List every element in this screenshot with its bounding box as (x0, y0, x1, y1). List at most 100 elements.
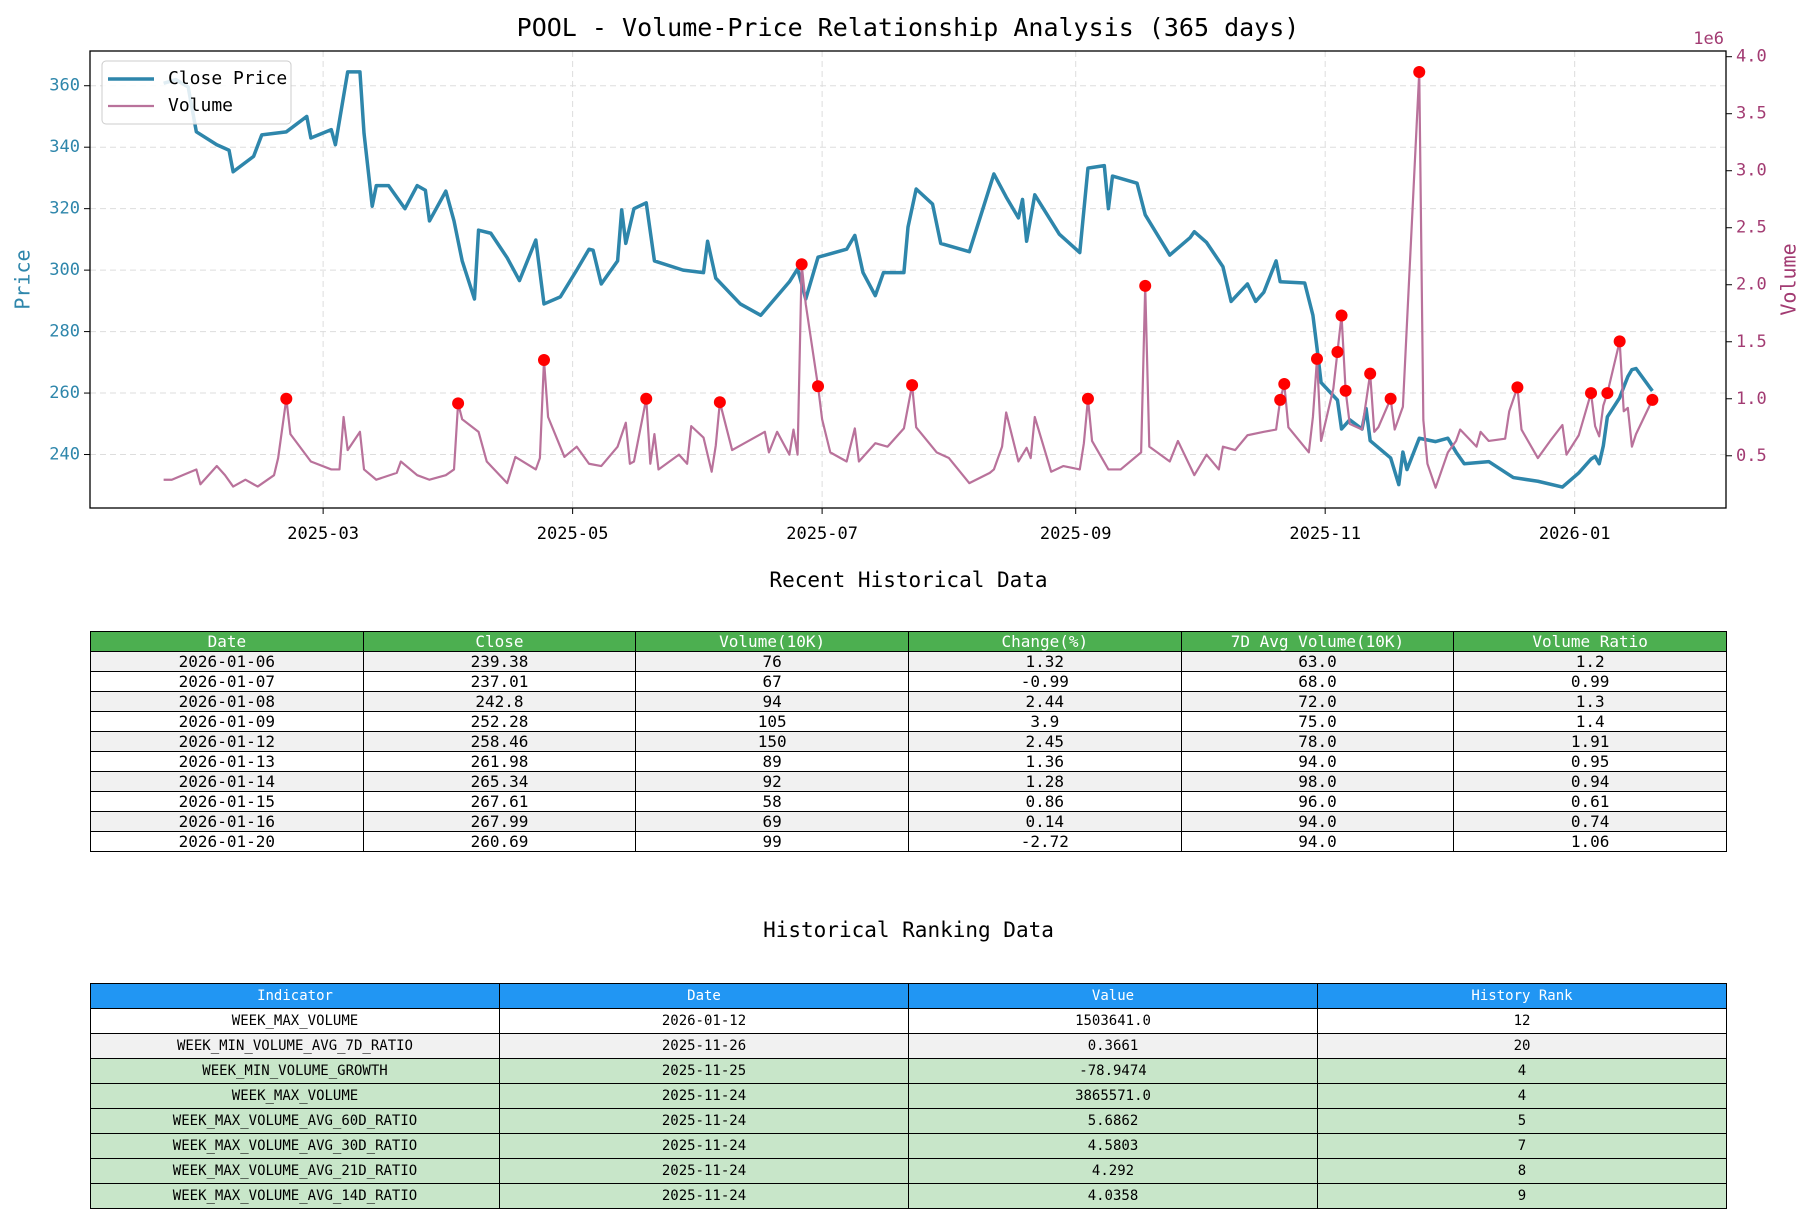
y2-tick-label: 1.0 (1736, 389, 1767, 409)
table-cell: 2025-11-24 (499, 1133, 909, 1159)
volume-spike-marker (280, 392, 293, 405)
table-cell: 76 (635, 651, 909, 672)
chart-title: POOL - Volume-Price Relationship Analysi… (517, 13, 1300, 42)
column-header: Close (362, 631, 637, 652)
y2-offset-label: 1e6 (1693, 29, 1724, 49)
table-cell: 92 (635, 771, 909, 792)
volume-spike-marker (1601, 387, 1614, 400)
table-cell: 2026-01-13 (90, 751, 364, 772)
table-cell: 260.69 (362, 831, 637, 852)
column-header: Indicator (90, 983, 500, 1009)
table-cell: 89 (635, 751, 909, 772)
volume-spike-marker (1274, 393, 1287, 406)
table-cell: 2.45 (907, 731, 1182, 752)
table-title: Historical Ranking Data (763, 918, 1054, 942)
volume-spike-marker (640, 392, 653, 405)
table-cell: 2025-11-24 (499, 1158, 909, 1184)
table-cell: 12 (1317, 1008, 1727, 1034)
table-row: WEEK_MIN_VOLUME_AVG_7D_RATIO 2025-11-26 0.… (90, 1033, 1727, 1059)
table-row: 2026-01-06 239.38 76 1.32 63.0 1.2 (90, 651, 1727, 672)
table-row: 2026-01-14 265.34 92 1.28 98.0 0.94 (90, 771, 1727, 792)
x-tick-label: 2025-07 (786, 524, 858, 544)
volume-spike-marker (1081, 392, 1094, 405)
table-cell: 94.0 (1180, 811, 1455, 832)
volume-spike-marker (812, 380, 825, 393)
table-row: WEEK_MAX_VOLUME_AVG_60D_RATIO 2025-11-24 5… (90, 1108, 1727, 1134)
table-cell: 2026-01-07 (90, 671, 364, 692)
table-cell: 3.9 (907, 711, 1182, 732)
table-cell: 4 (1317, 1058, 1727, 1084)
table-cell: 75.0 (1180, 711, 1455, 732)
table-row: 2026-01-08 242.8 94 2.44 72.0 1.3 (90, 691, 1727, 712)
table-cell: 265.34 (362, 771, 637, 792)
table-cell: 0.14 (907, 811, 1182, 832)
volume-spike-marker (1331, 346, 1344, 359)
table-cell: 3865571.0 (908, 1083, 1318, 1109)
table-row: 2026-01-07 237.01 67 -0.99 68.0 0.99 (90, 671, 1727, 692)
table-cell: 4 (1317, 1083, 1727, 1109)
table-row: 2026-01-12 258.46 150 2.45 78.0 1.91 (90, 731, 1727, 752)
legend-label: Volume (168, 95, 233, 116)
table-cell: 1.06 (1453, 831, 1727, 852)
table-cell: 78.0 (1180, 731, 1455, 752)
table-cell: 2.44 (907, 691, 1182, 712)
volume-spike-marker (1585, 387, 1598, 400)
table-cell: 2026-01-15 (90, 791, 364, 812)
ranking-table: Indicator Date Value History Rank WEEK_MAX_V… (90, 983, 1727, 1209)
table-cell: 258.46 (362, 731, 637, 752)
table-row: WEEK_MAX_VOLUME_AVG_14D_RATIO 2025-11-24 4… (90, 1183, 1727, 1209)
table-cell: 150 (635, 731, 909, 752)
table-cell: 2025-11-24 (499, 1108, 909, 1134)
volume-spike-marker (906, 379, 919, 392)
table-cell: 4.0358 (908, 1183, 1318, 1209)
volume-spike-marker (452, 397, 465, 410)
table-cell: 2025-11-25 (499, 1058, 909, 1084)
table-cell: 94 (635, 691, 909, 712)
table-cell: WEEK_MAX_VOLUME (90, 1083, 500, 1109)
y-tick-label: 280 (49, 322, 80, 342)
table-cell: 8 (1317, 1158, 1727, 1184)
table-cell: 242.8 (362, 691, 637, 712)
table-cell: 0.61 (1453, 791, 1727, 812)
x-tick-label: 2025-11 (1289, 524, 1361, 544)
table-cell: 96.0 (1180, 791, 1455, 812)
table-cell: 5 (1317, 1108, 1727, 1134)
y-tick-label: 340 (49, 137, 80, 157)
table-cell: WEEK_MAX_VOLUME_AVG_60D_RATIO (90, 1108, 500, 1134)
table-cell: -0.99 (907, 671, 1182, 692)
plot-frame (89, 50, 1727, 509)
volume-spike-marker (1384, 392, 1397, 405)
y-tick-label: 260 (49, 383, 80, 403)
y-tick-label: 300 (49, 260, 80, 280)
table-row: WEEK_MIN_VOLUME_GROWTH 2025-11-25 -78.9474… (90, 1058, 1727, 1084)
table-cell: 267.61 (362, 791, 637, 812)
volume-spike-marker (1511, 381, 1524, 394)
legend-box (101, 60, 292, 125)
table-cell: 72.0 (1180, 691, 1455, 712)
volume-spike-marker (1613, 335, 1626, 348)
y2-tick-label: 2.0 (1736, 275, 1767, 295)
y2-tick-label: 3.0 (1736, 161, 1767, 181)
volume-spike-marker (713, 396, 726, 409)
column-header: Volume Ratio (1453, 631, 1727, 652)
table-row: WEEK_MAX_VOLUME 2025-11-24 3865571.0 4 (90, 1083, 1727, 1109)
table-cell: 98.0 (1180, 771, 1455, 792)
column-header: History Rank (1317, 983, 1727, 1009)
y-axis-label: Price (11, 249, 35, 309)
table-cell: 58 (635, 791, 909, 812)
table-cell: 20 (1317, 1033, 1727, 1059)
table-cell: -2.72 (907, 831, 1182, 852)
column-header: Value (908, 983, 1318, 1009)
table-cell: 0.86 (907, 791, 1182, 812)
table-cell: 0.74 (1453, 811, 1727, 832)
table-cell: 68.0 (1180, 671, 1455, 692)
y2-tick-label: 4.0 (1736, 47, 1767, 67)
x-tick-label: 2025-05 (537, 524, 609, 544)
volume-spike-marker (1139, 279, 1152, 292)
table-row: 2026-01-13 261.98 89 1.36 94.0 0.95 (90, 751, 1727, 772)
table-cell: WEEK_MAX_VOLUME_AVG_14D_RATIO (90, 1183, 500, 1209)
table-cell: -78.9474 (908, 1058, 1318, 1084)
table-cell: 2026-01-06 (90, 651, 364, 672)
table-cell: 1.28 (907, 771, 1182, 792)
